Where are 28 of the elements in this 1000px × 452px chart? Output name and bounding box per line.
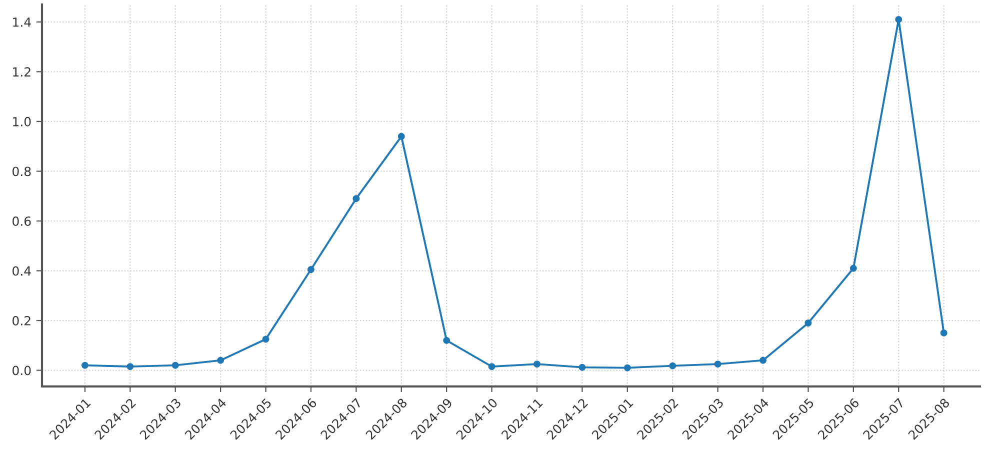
point xyxy=(669,362,676,370)
y-tick-label: 0.4 xyxy=(12,266,31,276)
point xyxy=(307,266,314,273)
point xyxy=(217,356,224,364)
point xyxy=(172,362,179,369)
point xyxy=(398,132,405,140)
y-tick-label: 0.0 xyxy=(12,366,31,376)
point xyxy=(352,195,360,202)
point xyxy=(81,362,88,369)
point xyxy=(624,364,631,372)
y-tick-label: 1.4 xyxy=(13,18,31,27)
point xyxy=(534,360,540,368)
y-tick-label: 1.2 xyxy=(13,67,30,76)
point xyxy=(850,264,857,272)
y-tick-label: 0.8 xyxy=(12,166,31,176)
point xyxy=(714,360,722,368)
point xyxy=(804,320,812,326)
y-tick-label: 0.6 xyxy=(12,216,31,226)
point xyxy=(488,363,496,370)
point xyxy=(940,329,948,336)
y-tick-label: 0.2 xyxy=(12,316,30,326)
y-tick-label: 1.0 xyxy=(13,116,31,126)
point xyxy=(760,356,766,364)
point xyxy=(895,16,902,23)
point xyxy=(578,364,586,371)
point xyxy=(126,363,134,370)
point xyxy=(443,336,450,344)
point xyxy=(262,336,270,343)
